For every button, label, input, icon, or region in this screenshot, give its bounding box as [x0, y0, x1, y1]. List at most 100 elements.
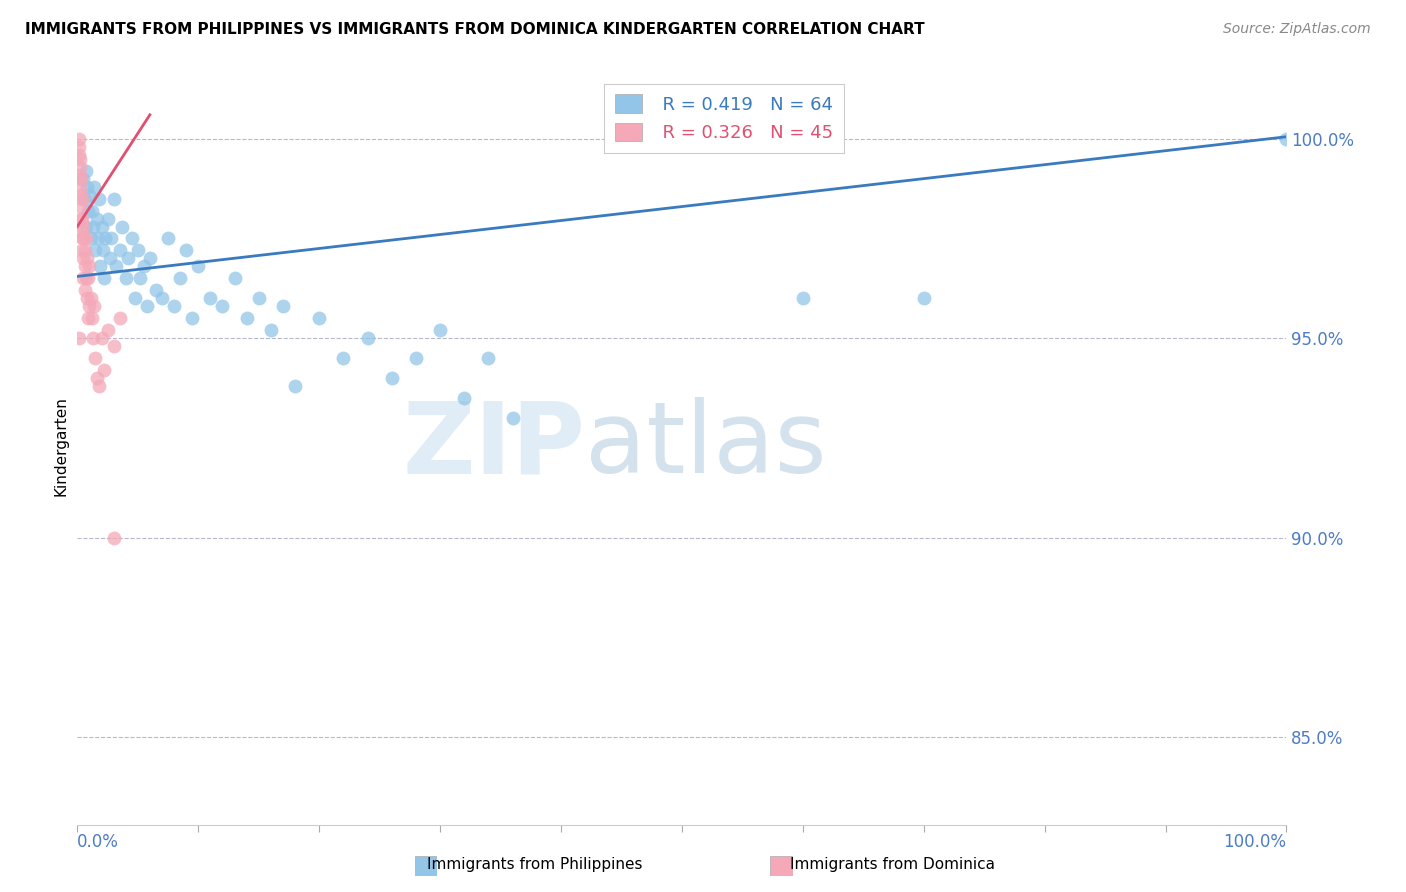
Point — [124, 291, 146, 305]
Point — [136, 299, 159, 313]
Point — [70, 187, 93, 202]
Text: atlas: atlas — [585, 398, 827, 494]
Text: Immigrants from Dominica: Immigrants from Dominica — [790, 857, 995, 872]
Point — [72, 252, 94, 266]
Point — [96, 323, 118, 337]
Point — [70, 192, 93, 206]
Point — [73, 192, 96, 206]
Point — [260, 323, 283, 337]
Point — [87, 379, 110, 393]
Point — [150, 291, 173, 305]
Point — [70, 223, 93, 237]
Point — [381, 371, 404, 385]
Point — [86, 371, 108, 385]
Point — [76, 252, 98, 266]
Point — [73, 260, 96, 274]
Point — [145, 284, 167, 298]
Point — [477, 351, 499, 366]
Point — [67, 139, 90, 153]
Point — [429, 323, 451, 337]
Text: IMMIGRANTS FROM PHILIPPINES VS IMMIGRANTS FROM DOMINICA KINDERGARTEN CORRELATION: IMMIGRANTS FROM PHILIPPINES VS IMMIGRANT… — [25, 22, 925, 37]
Text: 100.0%: 100.0% — [1223, 833, 1286, 851]
Point — [76, 179, 98, 194]
Point — [73, 284, 96, 298]
Point — [1275, 132, 1298, 146]
Point — [332, 351, 354, 366]
Point — [103, 531, 125, 545]
Point — [235, 311, 257, 326]
Point — [79, 299, 101, 313]
Point — [86, 211, 108, 226]
Point — [502, 411, 524, 425]
Point — [69, 152, 91, 166]
Point — [75, 231, 97, 245]
Point — [405, 351, 427, 366]
Point — [70, 211, 93, 226]
Point — [80, 203, 103, 218]
Point — [79, 187, 101, 202]
Point — [70, 171, 93, 186]
Point — [308, 311, 330, 326]
Point — [174, 244, 197, 258]
Point — [111, 219, 134, 234]
Point — [91, 244, 114, 258]
Text: Immigrants from Philippines: Immigrants from Philippines — [426, 857, 643, 872]
Point — [211, 299, 233, 313]
Point — [108, 311, 131, 326]
Point — [163, 299, 186, 313]
Point — [72, 271, 94, 285]
Point — [96, 211, 118, 226]
Point — [224, 271, 246, 285]
Point — [70, 200, 93, 214]
Point — [114, 271, 136, 285]
Point — [83, 179, 105, 194]
Point — [89, 260, 111, 274]
Point — [72, 231, 94, 245]
Point — [247, 291, 270, 305]
Point — [93, 271, 115, 285]
Point — [67, 132, 90, 146]
Point — [75, 163, 97, 178]
Text: 0.0%: 0.0% — [77, 833, 120, 851]
Point — [90, 331, 112, 345]
Point — [69, 168, 91, 182]
Point — [73, 244, 96, 258]
Point — [79, 291, 101, 305]
Legend:   R = 0.419   N = 64,   R = 0.326   N = 45: R = 0.419 N = 64, R = 0.326 N = 45 — [605, 84, 844, 153]
Point — [139, 252, 162, 266]
Point — [82, 219, 104, 234]
Point — [117, 252, 139, 266]
Point — [121, 231, 143, 245]
Point — [84, 244, 107, 258]
Point — [100, 231, 122, 245]
Point — [108, 244, 131, 258]
Point — [98, 252, 121, 266]
Point — [72, 171, 94, 186]
Point — [453, 391, 475, 405]
Point — [70, 244, 93, 258]
Point — [80, 311, 103, 326]
Point — [87, 231, 110, 245]
Point — [356, 331, 378, 345]
Point — [72, 219, 94, 234]
Point — [77, 203, 100, 218]
Point — [792, 291, 814, 305]
Point — [132, 260, 155, 274]
Point — [93, 363, 115, 377]
Point — [200, 291, 222, 305]
Point — [77, 311, 100, 326]
Point — [83, 299, 105, 313]
Point — [79, 260, 101, 274]
Point — [76, 291, 98, 305]
Point — [271, 299, 294, 313]
Point — [70, 211, 93, 226]
Y-axis label: Kindergarten: Kindergarten — [53, 396, 69, 496]
Point — [67, 147, 90, 161]
Point — [90, 219, 112, 234]
Point — [103, 339, 125, 353]
Point — [79, 231, 101, 245]
Point — [94, 231, 117, 245]
Point — [169, 271, 191, 285]
Point — [69, 160, 91, 174]
Point — [181, 311, 204, 326]
